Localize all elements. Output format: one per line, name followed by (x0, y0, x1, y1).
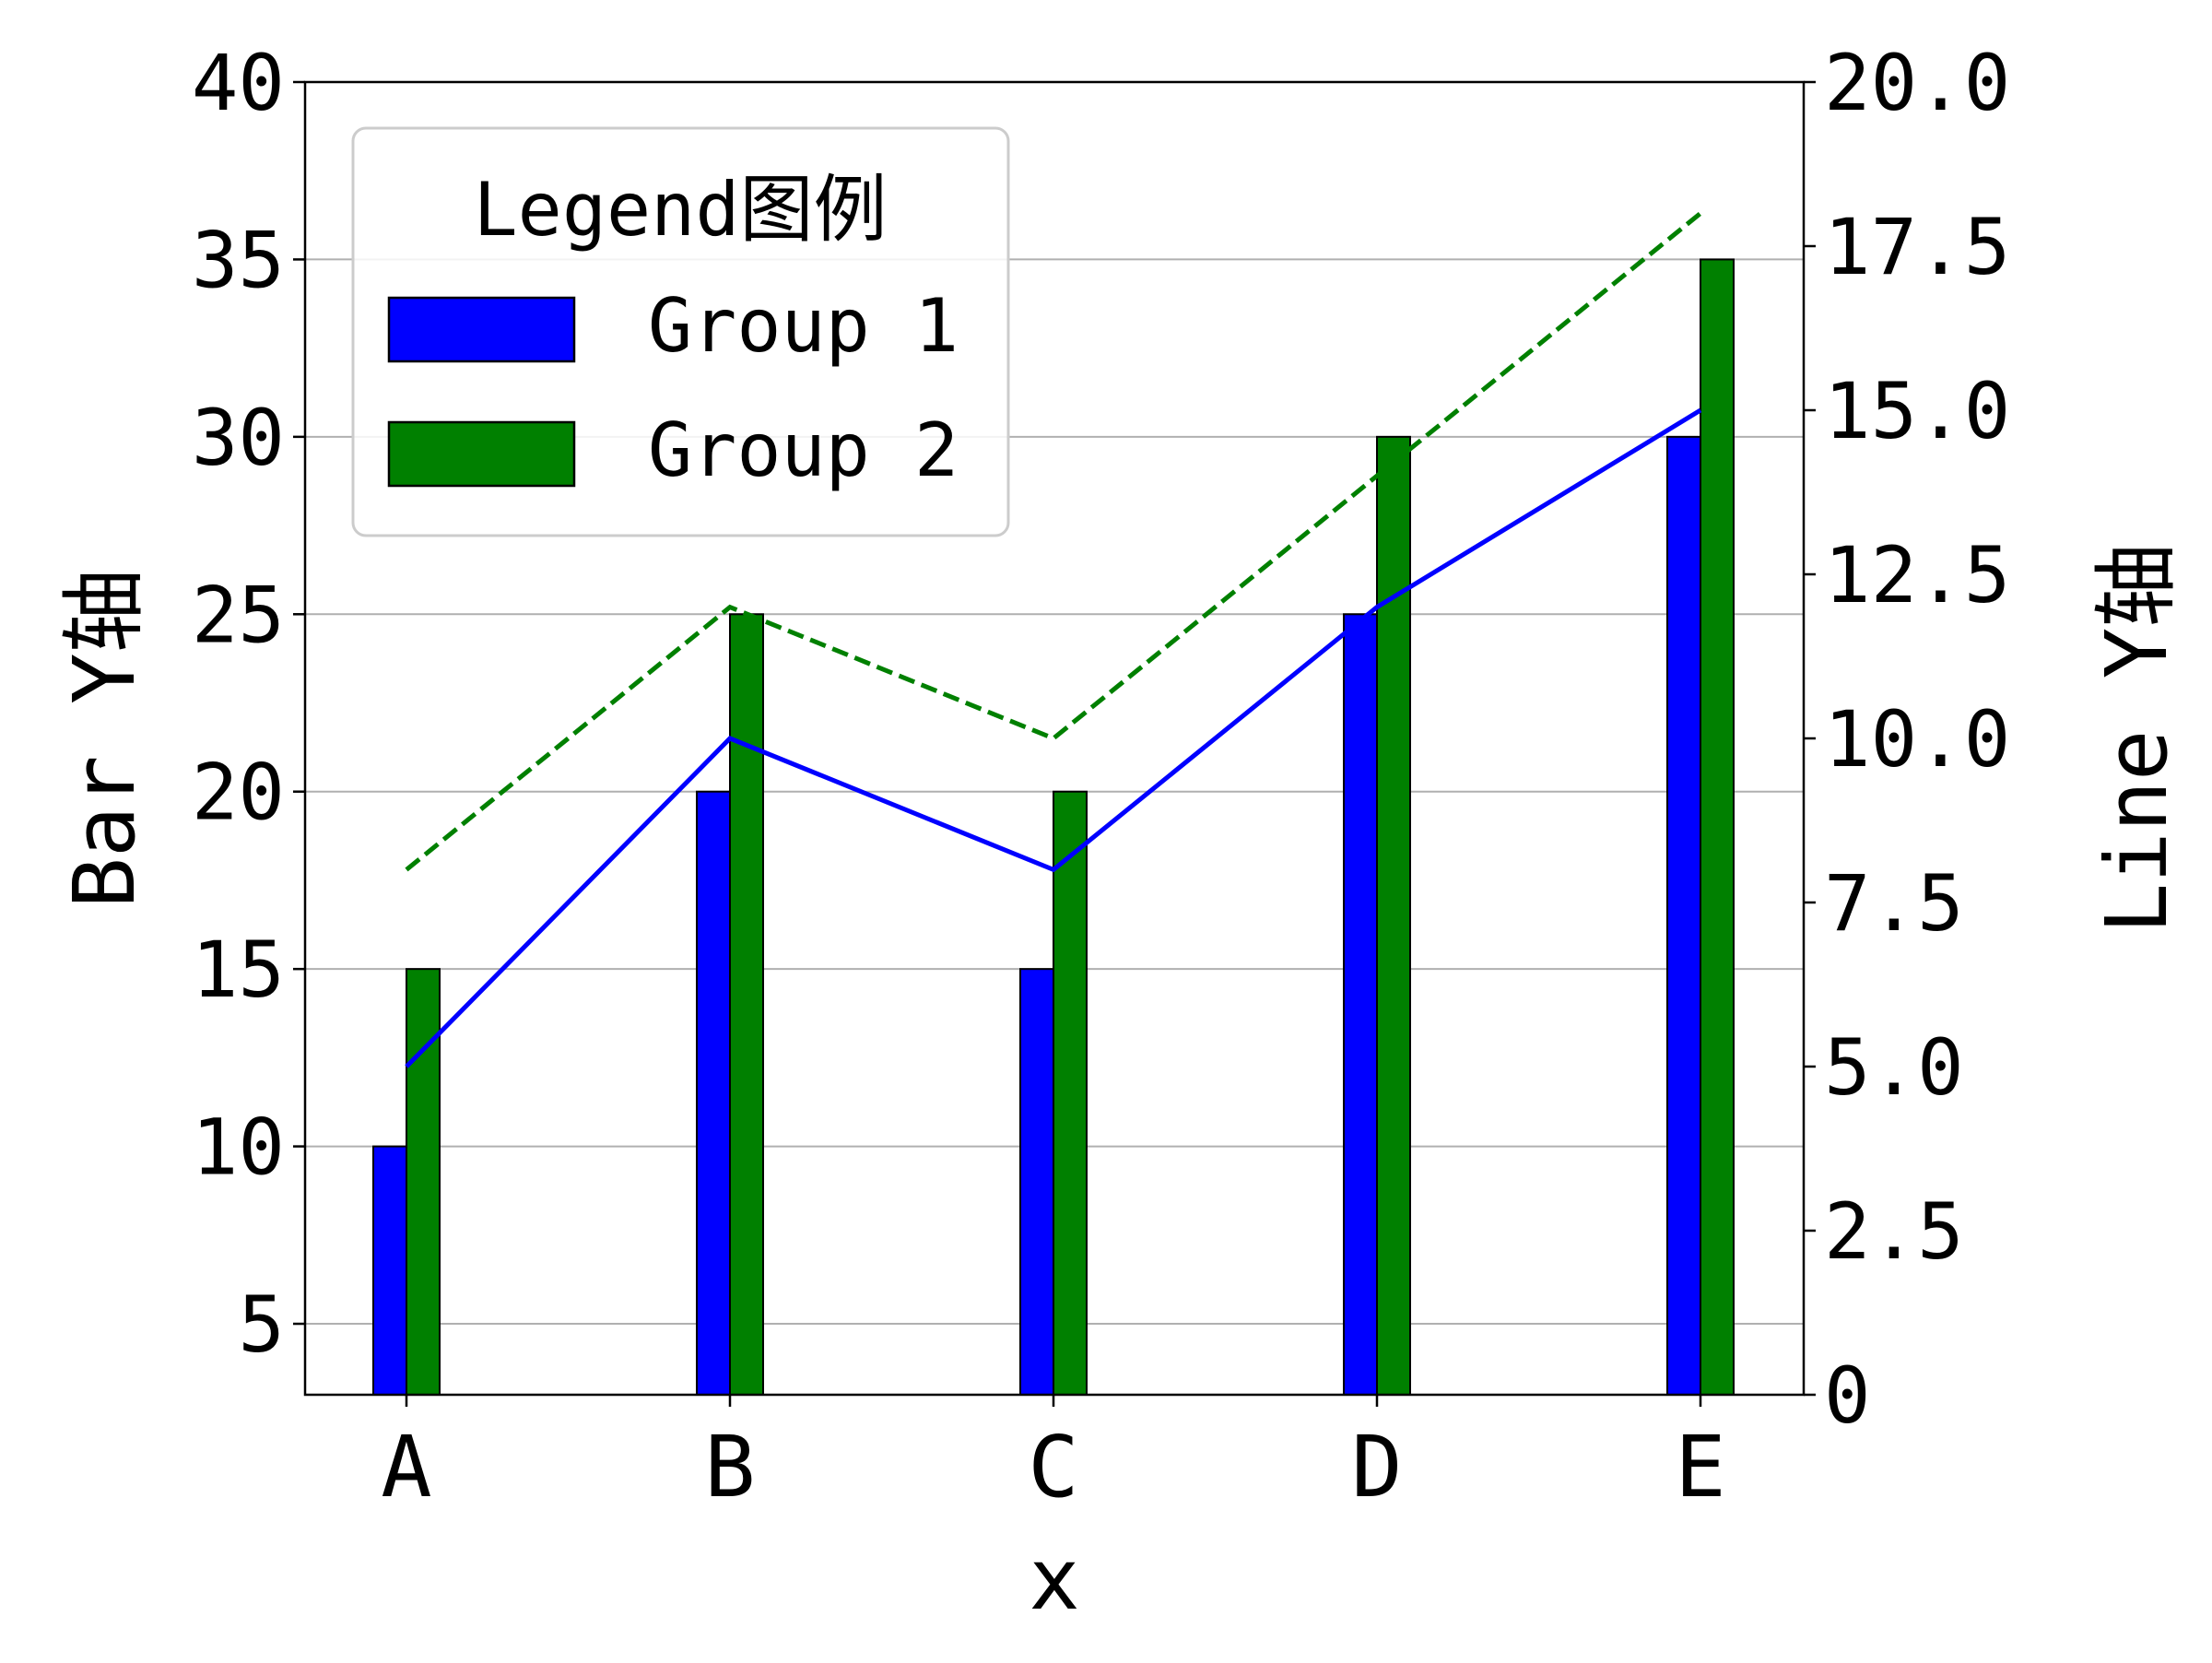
bar-group-2-c (1053, 790, 1088, 1396)
x-tick-label: D (1351, 1418, 1402, 1516)
bar-group-1-a (372, 1145, 407, 1396)
legend-label-2: Group 2 (648, 407, 959, 493)
bar-group-1-c (1019, 968, 1054, 1396)
right-axis-ticks: 0 2.5 5.0 7.5 10.0 12.5 15.0 17.5 20.0 (1804, 38, 2010, 1441)
bar-group-2-a (406, 968, 441, 1396)
bar-group-1-d (1343, 613, 1378, 1396)
right-tick-label: 5.0 (1824, 1022, 1964, 1113)
bar-group-2-d (1376, 435, 1411, 1396)
x-axis-title: x (1029, 1530, 1079, 1629)
bar-group-2-b (729, 613, 764, 1396)
right-tick-label: 20.0 (1824, 38, 2010, 128)
right-tick-label: 2.5 (1824, 1186, 1964, 1277)
right-tick-label: 0 (1824, 1350, 1871, 1441)
x-tick-label: A (381, 1418, 431, 1516)
bar-group-2-e (1700, 258, 1735, 1397)
legend-swatch-1 (387, 296, 576, 363)
right-tick-label: 12.5 (1824, 530, 2010, 620)
legend-swatch-2 (387, 420, 576, 488)
left-tick-label: 30 (192, 393, 285, 483)
left-tick-label: 40 (192, 38, 285, 128)
legend-label-1: Group 1 (648, 283, 959, 369)
line-series-2 (405, 211, 1702, 872)
right-tick-label: 10.0 (1824, 694, 2010, 784)
left-tick-label: 25 (192, 570, 285, 660)
left-tick-label: 5 (238, 1280, 285, 1370)
right-axis-title: Line Y轴 (2088, 543, 2186, 934)
right-tick-label: 17.5 (1824, 202, 2010, 292)
x-axis-ticks: A B C D E (381, 1395, 1726, 1516)
line-series-1 (405, 407, 1702, 1068)
left-tick-label: 10 (192, 1103, 285, 1193)
right-tick-label: 7.5 (1824, 858, 1964, 949)
x-tick-label: E (1675, 1418, 1725, 1516)
legend: Legend图例 Group 1 Group 2 (351, 126, 1010, 537)
bar-group-1-b (696, 790, 731, 1396)
left-tick-label: 20 (192, 748, 285, 838)
left-axis-ticks: 5 10 15 20 25 30 35 40 (192, 38, 305, 1370)
bars (372, 258, 1735, 1397)
left-tick-label: 35 (192, 215, 285, 305)
x-tick-label: B (704, 1418, 755, 1516)
bar-group-1-e (1666, 435, 1701, 1396)
x-tick-label: C (1028, 1418, 1078, 1516)
legend-title: Legend图例 (474, 167, 888, 253)
left-axis-title: Bar Y轴 (55, 569, 154, 909)
right-tick-label: 15.0 (1824, 366, 2010, 456)
left-tick-label: 15 (192, 925, 285, 1015)
lines (405, 211, 1702, 1068)
